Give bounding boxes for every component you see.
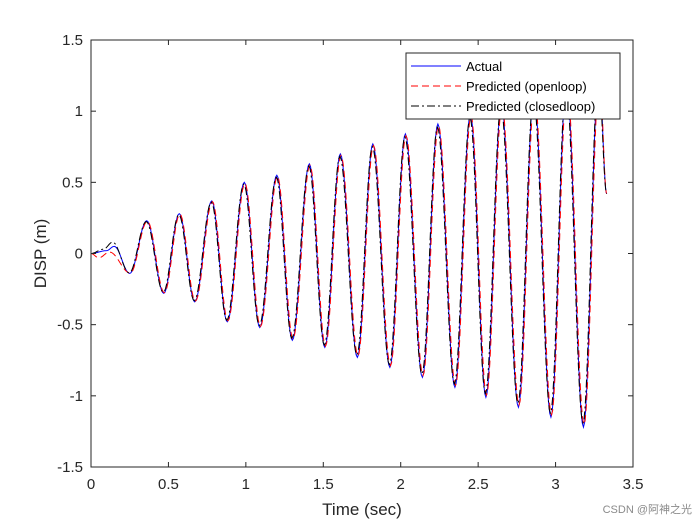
x-tick-label: 0.5 bbox=[158, 476, 179, 493]
x-tick-label: 1 bbox=[242, 476, 250, 493]
y-tick-label: 0 bbox=[75, 246, 83, 263]
x-tick-label: 0 bbox=[87, 476, 95, 493]
legend-label: Actual bbox=[466, 59, 502, 74]
legend-entries: Actual Predicted (openloop) Predicted (clo… bbox=[411, 59, 595, 114]
y-tick-label: 1.5 bbox=[62, 32, 83, 49]
y-tick-label: 1 bbox=[75, 103, 83, 120]
x-tick-label: 3.5 bbox=[623, 476, 644, 493]
x-tick-label: 2 bbox=[397, 476, 405, 493]
x-axis-label: Time (sec) bbox=[322, 500, 402, 519]
y-tick-label: 0.5 bbox=[62, 174, 83, 191]
ticks-layer: 0 0.5 1 1.5 2 2.5 3 3.5 -1.5 -1 -0.5 0 0.5 1 1.5 bbox=[57, 32, 643, 493]
y-axis-label: DISP (m) bbox=[31, 219, 50, 289]
x-tick-label: 2.5 bbox=[468, 476, 489, 493]
legend: Actual Predicted (openloop) Predicted (clo… bbox=[405, 52, 621, 120]
series-layer bbox=[91, 71, 608, 430]
y-tick-label: -0.5 bbox=[57, 317, 83, 334]
y-tick-label: -1.5 bbox=[57, 459, 83, 476]
watermark: CSDN @阿神之光 bbox=[602, 504, 692, 516]
y-tick-label: -1 bbox=[70, 388, 83, 405]
series-line-predicted-openloop bbox=[91, 73, 608, 427]
legend-label: Predicted (closedloop) bbox=[466, 99, 595, 114]
x-tick-label: 1.5 bbox=[313, 476, 334, 493]
legend-label: Predicted (openloop) bbox=[466, 79, 587, 94]
legend-box bbox=[405, 52, 621, 120]
series-line-predicted-closedloop bbox=[91, 75, 608, 425]
x-tick-label: 3 bbox=[551, 476, 559, 493]
